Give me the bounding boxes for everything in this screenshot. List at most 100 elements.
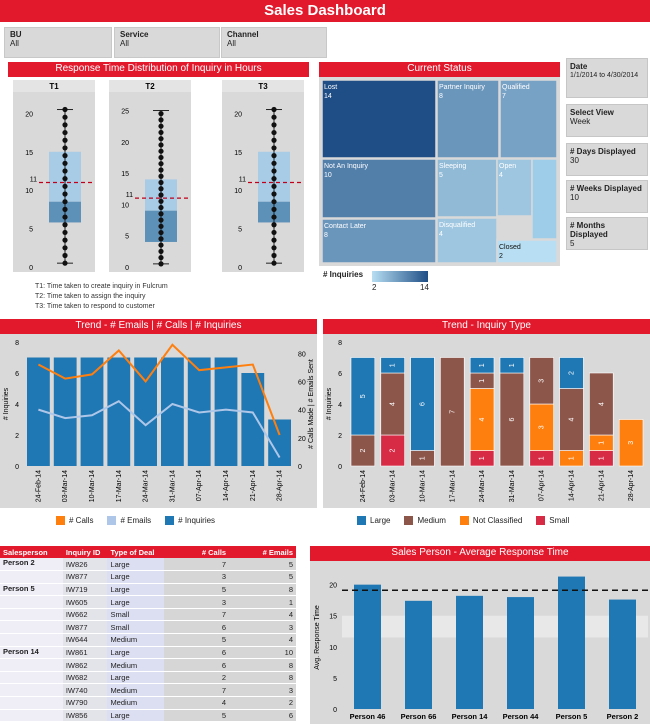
table-row[interactable]: Person 2 IW826 Large 7 5 <box>0 558 296 572</box>
inquiry-type-bar-label: 4 <box>479 417 486 421</box>
trend-emails-bar <box>134 357 157 466</box>
cell-salesperson <box>0 683 63 698</box>
cell-emails: 5 <box>229 570 296 584</box>
table-row[interactable]: Person 5 IW719 Large 5 8 <box>0 583 296 597</box>
table-row[interactable]: IW862 Medium 6 8 <box>0 658 296 672</box>
treemap-cell <box>321 79 437 159</box>
cell-salesperson <box>0 595 63 609</box>
sales-person-ylabel: Avg. Response Time <box>314 605 321 670</box>
boxplot-point <box>158 142 164 148</box>
filter-bu[interactable]: BU All <box>4 27 112 58</box>
trend-emails-y2tick: 80 <box>298 351 306 358</box>
trend-emails-ytick: 2 <box>15 433 19 440</box>
inquiry-type-bar-segment <box>499 357 525 374</box>
cell-calls: 3 <box>164 595 230 609</box>
inquiry-type-bar-segment <box>380 357 405 374</box>
filter-service[interactable]: Service All <box>114 27 220 58</box>
col-type-of-deal[interactable]: Type of Deal <box>107 546 165 558</box>
trend-inquiry-type-title: Trend - Inquiry Type <box>323 319 650 334</box>
cell-calls: 5 <box>164 583 230 597</box>
boxplot-header-label: T3 <box>258 82 268 91</box>
boxplot-point <box>62 206 68 212</box>
boxplot-point <box>62 245 68 251</box>
cell-type-of-deal: Large <box>107 583 165 597</box>
weeks-displayed-control[interactable]: # Weeks Displayed 10 <box>566 180 648 213</box>
trend-emails-xtick: 17-Mar-14 <box>116 470 123 502</box>
cell-emails: 4 <box>229 608 296 622</box>
boxplot-point <box>158 161 164 167</box>
treemap-panel: Lost 14 Partner Inquiry 8 Qualified 7 Not An I… <box>319 77 560 266</box>
cell-type-of-deal: Small <box>107 620 165 635</box>
filter-bu-label: BU <box>10 30 22 39</box>
col-emails[interactable]: # Emails <box>229 546 296 558</box>
sales-person-xtick: Person 2 <box>607 712 639 721</box>
table-row[interactable]: IW877 Small 6 3 <box>0 620 296 635</box>
boxplot-tick-label: 20 <box>25 111 33 118</box>
table-row[interactable]: IW682 Large 2 8 <box>0 671 296 685</box>
cell-type-of-deal: Medium <box>107 696 165 710</box>
trend-emails-ytick: 0 <box>15 464 19 471</box>
boxplot-point <box>62 252 68 259</box>
boxplot-reference-label: 11 <box>239 177 246 184</box>
legend-small: Small <box>536 516 569 526</box>
cell-salesperson <box>0 671 63 685</box>
treemap-legend-min: 2 <box>372 283 377 292</box>
table-row[interactable]: Person 14 IW861 Large 6 10 <box>0 646 296 660</box>
treemap-cell-value: 7 <box>502 93 506 100</box>
trend-emails-xtick: 14-Apr-14 <box>223 470 230 501</box>
cell-inquiry-id: IW682 <box>62 671 108 685</box>
boxplot-point <box>271 237 277 243</box>
col-inquiry-id[interactable]: Inquiry ID <box>62 546 108 558</box>
table-row[interactable]: IW644 Medium 5 4 <box>0 633 296 647</box>
cell-emails: 10 <box>229 646 296 660</box>
days-displayed-control[interactable]: # Days Displayed 30 <box>566 143 648 176</box>
inquiry-type-bar-label: 1 <box>479 456 486 460</box>
trend-emails-xtick: 28-Apr-14 <box>277 470 284 501</box>
days-displayed-label: # Days Displayed <box>570 147 636 156</box>
cell-calls: 6 <box>164 658 230 672</box>
boxplot-point <box>158 186 164 192</box>
sales-person-bar <box>354 584 381 709</box>
boxplot-point <box>158 236 164 242</box>
boxplot-point <box>271 245 277 251</box>
legend-large: Large <box>357 516 390 526</box>
cell-calls: 4 <box>164 696 230 710</box>
inquiry-type-xtick: 14-Apr-14 <box>569 470 576 501</box>
table-row[interactable]: IW740 Medium 7 3 <box>0 683 296 698</box>
inquiry-type-bar-label: 1 <box>569 456 576 460</box>
filter-channel[interactable]: Channel All <box>221 27 327 58</box>
table-row[interactable]: IW856 Large 5 6 <box>0 709 296 723</box>
salesperson-table-wrap[interactable]: Salesperson Inquiry ID Type of Deal # Ca… <box>0 546 298 724</box>
col-calls[interactable]: # Calls <box>164 546 230 558</box>
table-row[interactable]: IW877 Large 3 5 <box>0 570 296 584</box>
boxplot-point <box>62 114 68 120</box>
inquiry-type-bar-label: 4 <box>569 417 576 421</box>
boxplot-point <box>271 206 277 212</box>
inquiry-type-bar-label: 1 <box>598 441 605 445</box>
table-row[interactable]: IW790 Medium 4 2 <box>0 696 296 710</box>
boxplot-point <box>271 252 277 259</box>
cell-emails: 3 <box>229 620 296 635</box>
boxplot-tick-label: 0 <box>238 265 242 272</box>
boxplot-point <box>62 129 68 136</box>
legend-emails: # Emails <box>107 516 151 526</box>
select-view-control[interactable]: Select View Week <box>566 104 648 137</box>
months-displayed-control[interactable]: # Months Displayed 5 <box>566 217 648 250</box>
trend-emails-xtick: 24-Mar-14 <box>143 470 150 502</box>
treemap-cell <box>321 158 437 219</box>
inquiry-type-bar-label: 3 <box>539 425 546 429</box>
boxplot-tick-label: 10 <box>234 188 242 195</box>
inquiry-type-bar-label: 7 <box>449 410 456 414</box>
table-row[interactable]: IW662 Small 7 4 <box>0 608 296 622</box>
date-label: Date <box>570 62 588 71</box>
sales-person-bar <box>558 576 585 709</box>
trend-emails-title: Trend - # Emails | # Calls | # Inquiries <box>0 319 317 334</box>
inquiry-type-bar-label: 1 <box>539 456 546 460</box>
table-row[interactable]: IW605 Large 3 1 <box>0 595 296 609</box>
dashboard-title: Sales Dashboard <box>0 0 650 22</box>
date-control[interactable]: Date 1/1/2014 to 4/30/2014 <box>566 58 648 98</box>
inquiry-type-bar-label: 5 <box>360 394 367 398</box>
boxplot-point <box>271 153 277 159</box>
col-salesperson[interactable]: Salesperson <box>0 546 63 558</box>
